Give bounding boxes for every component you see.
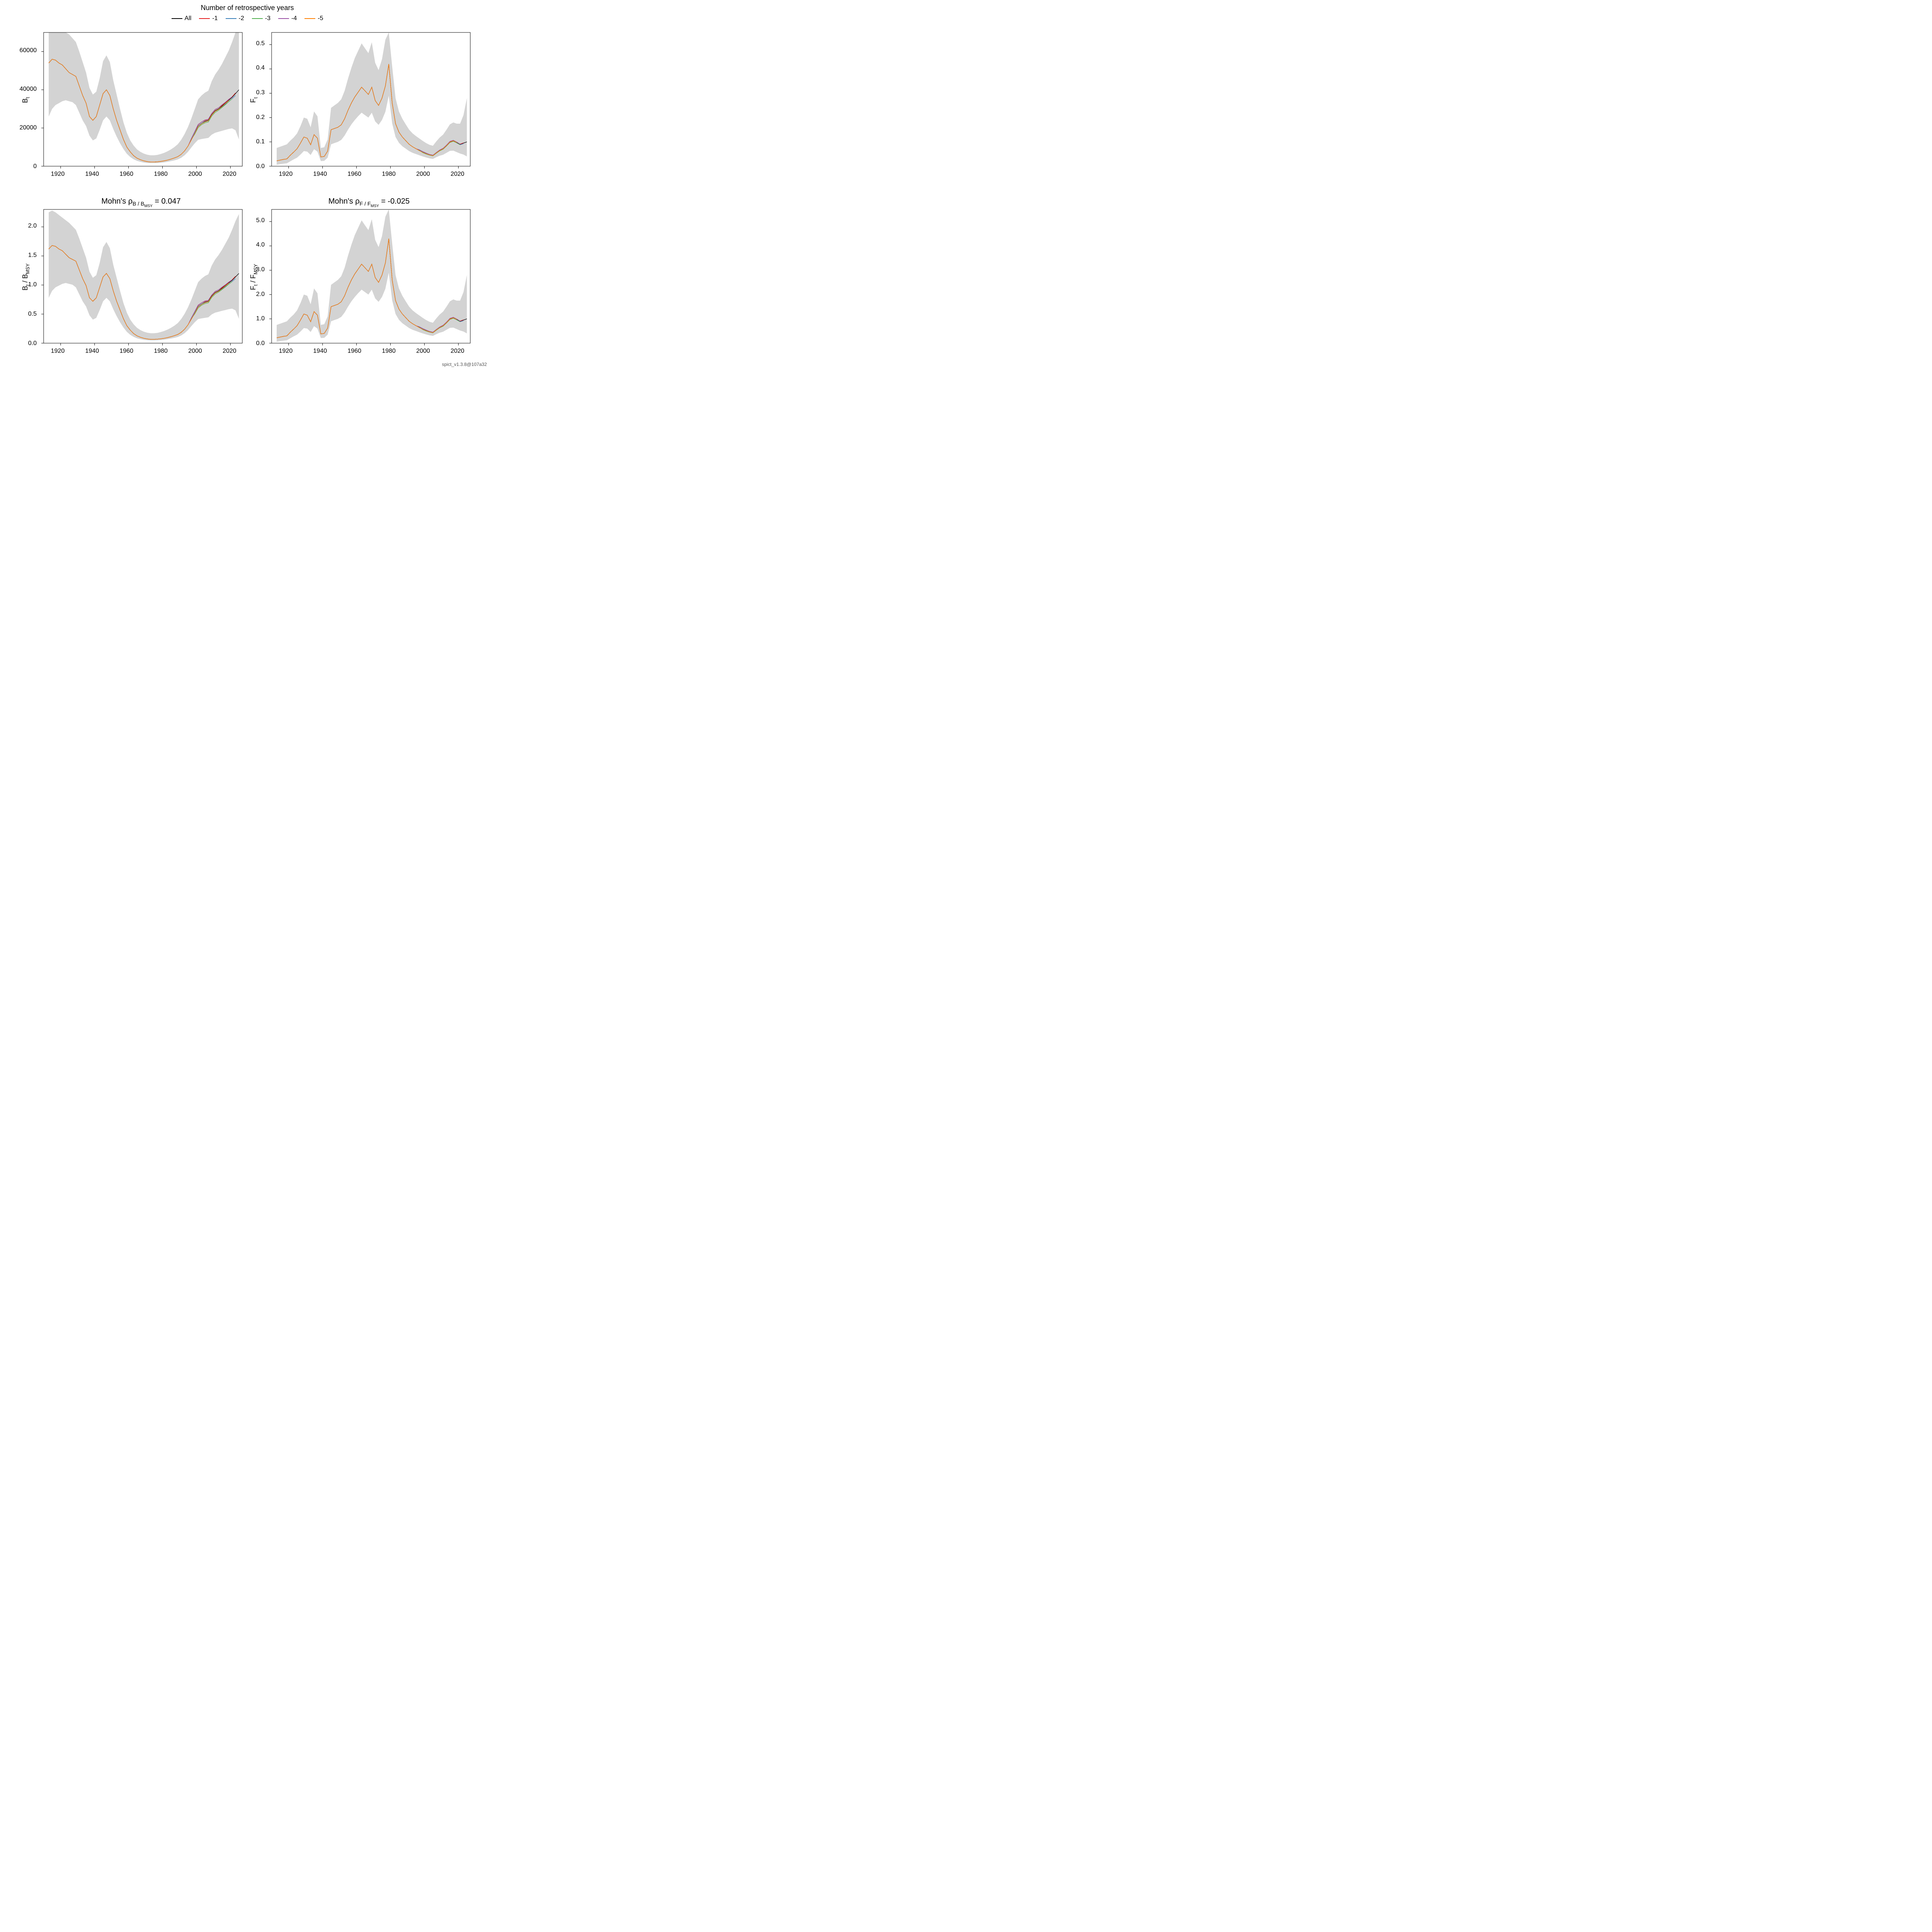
panel-fishing-mortality [269,32,469,167]
y-tick-label: 0.5 [28,311,37,318]
x-tick-label: 2020 [450,171,465,178]
legend-title: Number of retrospective years [0,4,495,12]
legend-label: All [185,15,192,22]
legend-swatch [304,18,315,19]
y-tick-label: 1.5 [28,252,37,260]
footer-version: spict_v1.3.8@107a32 [442,362,487,367]
y-tick-label: 0.0 [256,340,265,348]
legend-swatch [172,18,182,19]
y-tick-label: 0.4 [256,65,265,72]
y-tick-label: 0.0 [28,340,37,348]
x-tick-label: 1960 [119,171,134,178]
x-tick-label: 1940 [312,348,328,355]
legend-swatch [226,18,236,19]
y-tick-label: 0 [33,163,37,171]
x-tick-label: 1980 [153,171,168,178]
y-tick-label: 60000 [20,47,37,55]
x-tick-label: 1960 [119,348,134,355]
legend-row: All -1 -2 -3 -4 -5 [0,14,495,22]
title-b-over-bmsy: Mohn's ρB / BMSY = 0.047 [41,197,242,208]
title-f-over-fmsy: Mohn's ρF / FMSY = -0.025 [269,197,469,208]
panel-b-over-bmsy [41,209,242,344]
legend-item: -1 [199,15,218,22]
y-tick-label: 0.0 [256,163,265,171]
x-tick-label: 1920 [278,171,293,178]
y-tick-label: 0.3 [256,89,265,97]
legend-label: -4 [291,15,297,22]
x-tick-label: 2000 [415,348,431,355]
legend-item: All [172,15,192,22]
legend-label: -5 [318,15,323,22]
x-tick-label: 1920 [278,348,293,355]
y-tick-label: 3.0 [256,266,265,274]
x-tick-label: 1960 [347,171,362,178]
x-tick-label: 2020 [222,348,237,355]
x-tick-label: 1960 [347,348,362,355]
legend-swatch [278,18,289,19]
y-tick-label: 2.0 [256,291,265,299]
y-tick-label: 5.0 [256,217,265,225]
x-tick-label: 1980 [381,348,396,355]
y-tick-label: 20000 [20,124,37,132]
y-tick-label: 40000 [20,86,37,94]
x-tick-label: 1920 [50,348,65,355]
x-tick-label: 2020 [222,171,237,178]
legend-item: -3 [252,15,270,22]
y-tick-label: 2.0 [28,223,37,230]
x-tick-label: 2020 [450,348,465,355]
legend-item: -5 [304,15,323,22]
x-tick-label: 2000 [187,171,203,178]
x-tick-label: 2000 [415,171,431,178]
legend-swatch [252,18,263,19]
legend-item: -2 [226,15,244,22]
y-tick-label: 4.0 [256,242,265,249]
legend-label: -1 [212,15,218,22]
x-tick-label: 1920 [50,171,65,178]
legend-label: -2 [239,15,244,22]
y-tick-label: 0.2 [256,114,265,122]
panel-f-over-fmsy [269,209,469,344]
x-tick-label: 1940 [312,171,328,178]
x-tick-label: 2000 [187,348,203,355]
x-tick-label: 1940 [84,171,100,178]
legend-label: -3 [265,15,270,22]
y-tick-label: 0.5 [256,40,265,48]
panel-biomass [41,32,242,167]
legend-swatch [199,18,210,19]
x-tick-label: 1940 [84,348,100,355]
x-tick-label: 1980 [381,171,396,178]
y-tick-label: 0.1 [256,138,265,146]
legend-item: -4 [278,15,297,22]
y-tick-label: 1.0 [256,315,265,323]
y-tick-label: 1.0 [28,281,37,289]
x-tick-label: 1980 [153,348,168,355]
